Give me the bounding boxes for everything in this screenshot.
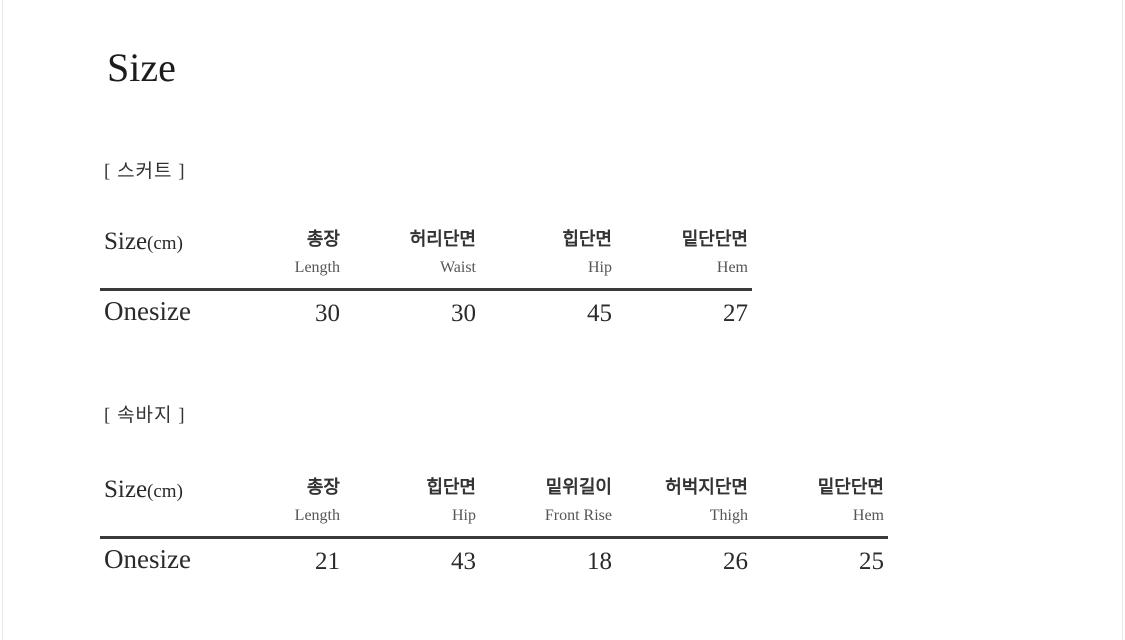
column-header-korean: 힙단면 bbox=[426, 477, 476, 498]
table-cell-value: 30 bbox=[451, 300, 476, 327]
size-header: Size(cm) bbox=[104, 228, 183, 256]
column-header: 총장 Length bbox=[295, 476, 340, 526]
column-header-english: Hem bbox=[716, 259, 748, 276]
page-title: Size bbox=[107, 45, 176, 90]
column-header-english: Length bbox=[294, 259, 340, 276]
size-header-unit: (cm) bbox=[147, 481, 183, 502]
column-header: 허리단면 Waist bbox=[410, 228, 476, 278]
column-header-korean: 밑단단면 bbox=[681, 229, 748, 250]
size-header: Size(cm) bbox=[104, 476, 183, 504]
column-header-english: Length bbox=[294, 507, 340, 524]
header-divider bbox=[100, 536, 888, 539]
header-divider bbox=[100, 288, 752, 291]
size-header-label: Size bbox=[104, 476, 148, 503]
column-header: 밑단단면 Hem bbox=[818, 476, 884, 526]
column-header: 힙단면 Hip bbox=[426, 476, 476, 526]
column-header: 힙단면 Hip bbox=[562, 228, 612, 278]
column-header-english: Front Rise bbox=[544, 507, 612, 524]
table-cell-value: 21 bbox=[315, 548, 340, 575]
table-cell-value: 18 bbox=[587, 548, 612, 575]
table-cell-value: 45 bbox=[587, 300, 612, 327]
table-cell-value: 43 bbox=[451, 548, 476, 575]
column-header: 허벅지단면 Thigh bbox=[665, 476, 748, 526]
column-header-korean: 밑단단면 bbox=[817, 477, 884, 498]
column-header: 밑위길이 Front Rise bbox=[545, 476, 612, 526]
column-header-english: Thigh bbox=[709, 507, 748, 524]
column-header-korean: 총장 bbox=[306, 477, 340, 498]
column-header: 밑단단면 Hem bbox=[682, 228, 748, 278]
column-header-english: Waist bbox=[439, 259, 476, 276]
column-header-english: Hip bbox=[452, 507, 476, 524]
row-label: Onesize bbox=[104, 544, 191, 574]
column-header-english: Hem bbox=[852, 507, 884, 524]
column-header-korean: 허벅지단면 bbox=[665, 477, 748, 498]
size-header-unit: (cm) bbox=[147, 233, 183, 254]
column-header-korean: 허리단면 bbox=[409, 229, 476, 250]
column-header-korean: 힙단면 bbox=[562, 229, 612, 250]
size-header-label: Size bbox=[104, 228, 148, 255]
size-table-shorts: Size(cm) 총장 Length 21 힙단면 Hip 43 밑위길이 Fron… bbox=[100, 476, 900, 596]
size-table-skirt: Size(cm) 총장 Length 30 허리단면 Waist 30 힙단면 Hi… bbox=[100, 228, 760, 348]
table-cell-value: 27 bbox=[723, 300, 748, 327]
row-label: Onesize bbox=[104, 296, 191, 326]
section-label-shorts: [ 속바지 ] bbox=[104, 405, 186, 426]
section-label-skirt: [ 스커트 ] bbox=[104, 161, 186, 182]
table-cell-value: 30 bbox=[315, 300, 340, 327]
table-cell-value: 25 bbox=[859, 548, 884, 575]
column-header: 총장 Length bbox=[295, 228, 340, 278]
table-cell-value: 26 bbox=[723, 548, 748, 575]
column-header-korean: 밑위길이 bbox=[545, 477, 612, 498]
column-header-korean: 총장 bbox=[306, 229, 340, 250]
column-header-english: Hip bbox=[588, 259, 612, 276]
